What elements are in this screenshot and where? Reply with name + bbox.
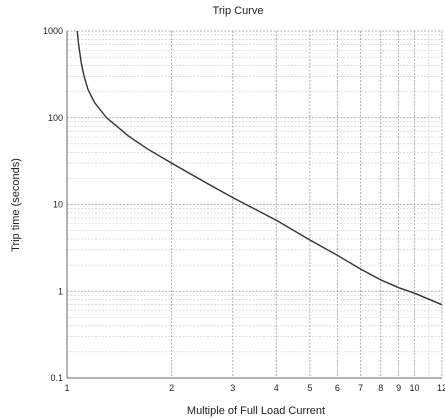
x-tick-label: 4 xyxy=(274,383,279,393)
axes xyxy=(66,31,442,379)
x-tick-label: 10 xyxy=(409,383,419,393)
grid xyxy=(66,30,443,379)
x-tick-label: 9 xyxy=(396,383,401,393)
x-tick-label: 7 xyxy=(358,383,363,393)
x-axis-label: Multiple of Full Load Current xyxy=(187,405,325,417)
y-tick-label: 1000 xyxy=(43,26,63,36)
y-tick-label: 1 xyxy=(58,286,63,296)
x-tick-label: 3 xyxy=(230,383,235,393)
x-tick-label: 1 xyxy=(64,383,69,393)
y-tick-label: 100 xyxy=(48,113,63,123)
x-tick-label: 5 xyxy=(307,383,312,393)
y-tick-label: 10 xyxy=(53,200,63,210)
trip-curve-line xyxy=(76,30,443,306)
series-group xyxy=(76,30,443,306)
x-tick-label: 8 xyxy=(378,383,383,393)
x-tick-label: 6 xyxy=(335,383,340,393)
x-tick-label: 12 xyxy=(437,383,445,393)
chart-title: Trip Curve xyxy=(213,5,264,17)
y-axis-label: Trip time (seconds) xyxy=(10,158,22,252)
x-tick-label: 2 xyxy=(169,383,174,393)
y-tick-label: 0.1 xyxy=(50,373,63,383)
